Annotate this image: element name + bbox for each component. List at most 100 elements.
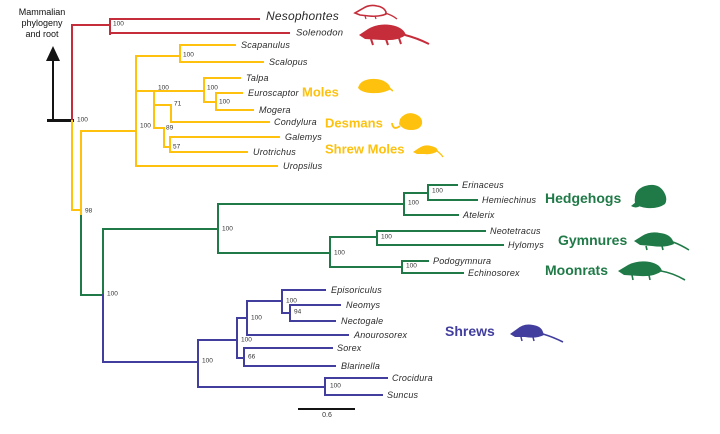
group-label-shrew-moles: Shrew Moles: [325, 141, 405, 157]
taxon-label-hemiechinus: Hemiechinus: [482, 195, 537, 205]
taxon-label-galemys: Galemys: [285, 132, 322, 142]
tree-branch: [281, 289, 283, 314]
bootstrap-value: 66: [248, 353, 256, 361]
tree-branch: [102, 228, 104, 296]
hedgehog-silhouette-icon: [631, 184, 667, 209]
tree-branch: [169, 136, 171, 153]
bootstrap-value: 100: [251, 314, 262, 322]
tree-branch: [376, 230, 378, 246]
tree-branch: [179, 61, 264, 63]
tree-branch: [289, 320, 336, 322]
taxon-label-condylura: Condylura: [274, 117, 317, 127]
taxon-label-sorex: Sorex: [337, 343, 362, 353]
taxon-label-blarinella: Blarinella: [341, 361, 381, 371]
tree-branch: [153, 90, 155, 129]
tree-branch: [215, 109, 254, 111]
taxon-label-episoriculus: Episoriculus: [331, 285, 382, 295]
tree-branch: [102, 228, 219, 230]
bootstrap-value: 100: [140, 122, 151, 130]
bootstrap-value: 89: [166, 124, 174, 132]
desman-silhouette-icon: [391, 113, 423, 130]
tree-branch: [153, 104, 172, 106]
nesophontes-silhouette-icon: [353, 4, 398, 20]
tree-branch: [197, 386, 326, 388]
tree-branch: [153, 127, 165, 129]
bootstrap-value: 100: [241, 336, 252, 344]
taxon-label-uropsilus: Uropsilus: [283, 161, 323, 171]
tree-branch: [203, 101, 217, 103]
bootstrap-value: 100: [158, 84, 169, 92]
tree-branch: [203, 77, 205, 103]
tree-branch: [109, 18, 111, 35]
shrew-silhouette-icon: [510, 324, 564, 343]
group-label-hedgehogs: Hedgehogs: [545, 190, 622, 206]
tree-branch: [246, 334, 349, 336]
tree-branch: [215, 92, 217, 111]
tree-branch: [197, 339, 238, 341]
shrew-mole-silhouette-icon: [413, 145, 444, 158]
tree-branch: [281, 289, 326, 291]
tree-branch: [71, 24, 73, 121]
tree-branch: [246, 300, 248, 336]
bootstrap-value: 100: [77, 116, 88, 124]
taxon-label-erinaceus: Erinaceus: [462, 180, 504, 190]
tree-branch: [243, 347, 333, 349]
group-label-shrews: Shrews: [445, 323, 495, 339]
scale-bar-value: 0.6: [322, 412, 332, 419]
tree-branch: [80, 130, 82, 216]
taxon-label-podogymnura: Podogymnura: [433, 256, 492, 266]
tree-branch: [324, 377, 326, 396]
tree-branch: [169, 136, 280, 138]
tree-branch: [109, 18, 260, 20]
taxon-label-scapanulus: Scapanulus: [241, 40, 291, 50]
tree-branch: [217, 203, 405, 205]
tree-branch: [170, 121, 270, 123]
bootstrap-value: 98: [85, 207, 93, 215]
tree-branch: [109, 32, 290, 34]
root-annotation-line3: and root: [25, 29, 59, 39]
scale-bar: [298, 408, 355, 410]
tree-branch: [403, 192, 405, 216]
tree-branch: [71, 24, 111, 26]
tree-branch: [403, 214, 459, 216]
group-label-moles: Moles: [302, 84, 339, 100]
tree-branch: [401, 272, 464, 274]
tree-branch: [135, 55, 181, 57]
tree-branch: [179, 44, 181, 63]
root-annotation-line1: Mammalian: [18, 7, 66, 17]
tree-branch: [376, 244, 504, 246]
tree-branch: [80, 294, 104, 296]
tree-branch: [135, 90, 205, 92]
bootstrap-value: 100: [207, 84, 218, 92]
tree-branch: [246, 300, 283, 302]
tree-branch: [427, 184, 429, 201]
group-label-desmans: Desmans: [325, 115, 383, 131]
bootstrap-value: 100: [113, 20, 124, 28]
tree-branch: [179, 44, 236, 46]
root-annotation: Mammalian phylogeny and root: [15, 7, 69, 40]
taxon-label-neotetracus: Neotetracus: [490, 226, 541, 236]
bootstrap-value: 100: [222, 225, 233, 233]
tree-branch: [102, 294, 104, 363]
taxon-label-solenodon: Solenodon: [296, 27, 344, 39]
group-label-gymnures: Gymnures: [558, 232, 628, 248]
tree-branch: [236, 317, 248, 319]
bootstrap-value: 100: [202, 357, 213, 365]
taxon-label-urotrichus: Urotrichus: [253, 147, 297, 157]
bootstrap-value: 100: [406, 262, 417, 270]
tree-branch: [376, 230, 486, 232]
tree-branch: [217, 203, 219, 254]
tree-branch: [169, 151, 248, 153]
root-annotation-line2: phylogeny: [21, 18, 63, 28]
tree-branch: [329, 266, 403, 268]
solenodon-silhouette-icon: [359, 24, 430, 46]
bootstrap-value: 100: [381, 233, 392, 241]
tree-branch: [243, 347, 245, 367]
taxon-label-crocidura: Crocidura: [392, 373, 433, 383]
moonrat-silhouette-icon: [618, 261, 686, 281]
tree-branch: [236, 357, 245, 359]
taxon-label-euroscaptor: Euroscaptor: [248, 88, 299, 98]
bootstrap-value: 100: [330, 382, 341, 390]
tree-branch: [71, 120, 73, 211]
